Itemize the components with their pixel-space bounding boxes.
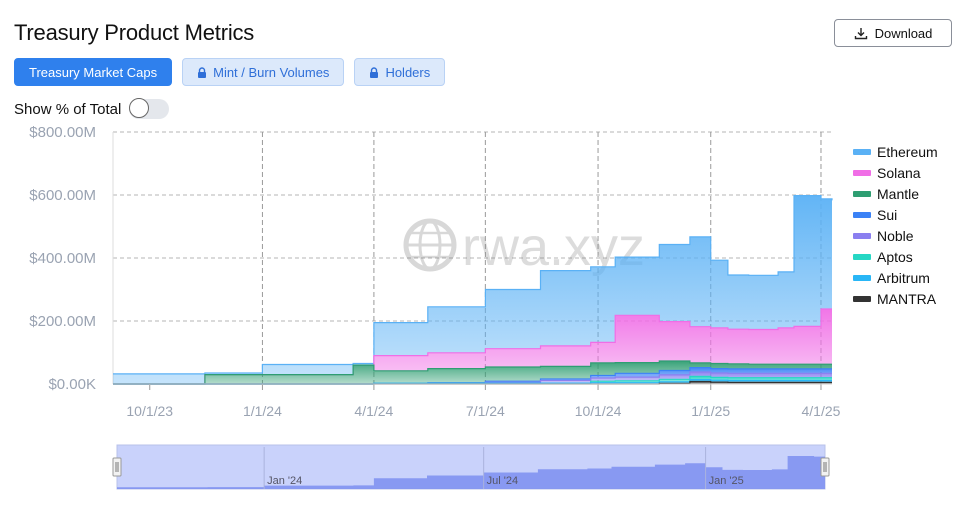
legend-item-noble[interactable]: Noble	[853, 225, 938, 246]
download-icon	[854, 27, 867, 39]
navigator-tick-label: Jan '24	[267, 475, 302, 487]
navigator-ticks: Jan '24 Jul '24 Jan '25	[263, 447, 744, 489]
watermark-text: rwa.xyz	[462, 217, 645, 277]
y-tick-label: $200.00M	[29, 313, 96, 330]
legend-swatch	[853, 295, 871, 302]
toggle-knob	[129, 98, 150, 118]
legend-swatch	[853, 190, 871, 197]
y-axis: $0.00K $200.00M $400.00M $600.00M $800.00M	[29, 124, 96, 393]
series-line-arbitrum	[113, 379, 832, 385]
legend-item-mantle[interactable]: Mantle	[853, 183, 938, 204]
chart-legend: Ethereum Solana Mantle Sui Noble Aptos Arbitru…	[853, 141, 938, 309]
legend-swatch	[853, 169, 871, 176]
legend-item-aptos[interactable]: Aptos	[853, 246, 938, 267]
series-area-mantle	[113, 361, 832, 384]
legend-item-ethereum[interactable]: Ethereum	[853, 141, 938, 162]
legend-swatch	[853, 211, 871, 218]
legend-label: MANTRA	[877, 290, 937, 307]
legend-label: Ethereum	[877, 143, 938, 160]
legend-label: Noble	[877, 227, 914, 244]
page-title: Treasury Product Metrics	[14, 20, 255, 45]
globe-meridian	[418, 219, 442, 271]
tab-treasury-market-caps[interactable]: Treasury Market Caps	[14, 58, 173, 86]
series-area-sui	[113, 367, 832, 384]
series-area-arbitrum	[113, 379, 832, 384]
y-tick-label: $800.00M	[29, 124, 96, 141]
y-tick-label: $400.00M	[29, 250, 96, 267]
legend-label: Mantle	[877, 185, 920, 202]
series-line-aptos	[113, 375, 832, 385]
series-area-solana	[113, 309, 832, 384]
navigator-window	[116, 444, 826, 490]
navigator-tick-label: Jul '24	[487, 475, 518, 487]
download-button[interactable]: Download	[834, 19, 952, 47]
x-tick-label: 10/1/23	[126, 403, 173, 419]
x-tick-label: 10/1/24	[575, 403, 622, 419]
globe-icon	[403, 218, 457, 272]
series-line-mantra	[113, 380, 832, 385]
y-tick-label: $600.00M	[29, 187, 96, 204]
navigator-handle-left[interactable]	[112, 457, 122, 477]
chart-grid	[112, 131, 832, 385]
show-percent-row: Show % of Total	[14, 98, 170, 119]
series-line-mantle	[113, 360, 832, 385]
legend-label: Solana	[877, 164, 921, 181]
series-line-noble	[113, 371, 832, 385]
legend-swatch	[853, 232, 871, 239]
legend-item-sui[interactable]: Sui	[853, 204, 938, 225]
tab-mint-burn-volumes[interactable]: Mint / Burn Volumes	[182, 58, 345, 86]
legend-label: Sui	[877, 206, 898, 223]
legend-swatch	[853, 274, 871, 281]
tab-label: Mint / Burn Volumes	[213, 64, 330, 80]
series-line-solana	[113, 308, 832, 385]
series-line-sui	[113, 367, 832, 385]
legend-swatch	[853, 253, 871, 260]
x-tick-label: 1/1/25	[691, 403, 730, 419]
legend-swatch	[853, 148, 871, 155]
legend-label: Arbitrum	[877, 269, 930, 286]
tab-holders[interactable]: Holders	[354, 58, 446, 86]
series-line-ethereum	[113, 195, 833, 375]
range-navigator: Jan '24 Jul '24 Jan '25	[112, 444, 830, 490]
legend-item-arbitrum[interactable]: Arbitrum	[853, 267, 938, 288]
tab-label: Treasury Market Caps	[29, 64, 158, 80]
legend-item-solana[interactable]: Solana	[853, 162, 938, 183]
lock-icon	[370, 66, 379, 78]
series-area-noble	[113, 372, 832, 384]
x-axis: 10/1/23 1/1/24 4/1/24 7/1/24 10/1/24 1/1/25 4/…	[113, 383, 841, 419]
x-tick-label: 4/1/25	[802, 403, 841, 419]
stacked-areas	[113, 195, 833, 385]
tab-label: Holders	[385, 64, 431, 80]
legend-label: Aptos	[877, 248, 913, 265]
navigator-area	[117, 456, 825, 489]
watermark: rwa.xyz	[403, 217, 645, 277]
metric-tabs: Treasury Market Caps Mint / Burn Volumes…	[14, 58, 446, 86]
navigator-tick-label: Jan '25	[709, 475, 744, 487]
download-label: Download	[874, 25, 933, 41]
x-tick-label: 4/1/24	[354, 403, 393, 419]
navigator-handle-right[interactable]	[820, 457, 830, 477]
legend-item-mantra[interactable]: MANTRA	[853, 288, 938, 309]
series-area-ethereum	[113, 195, 832, 384]
y-tick-label: $0.00K	[48, 376, 96, 393]
series-area-aptos	[113, 376, 832, 384]
lock-icon	[198, 66, 207, 78]
show-percent-toggle[interactable]	[129, 98, 170, 119]
series-area-mantra	[113, 381, 832, 384]
show-percent-label: Show % of Total	[14, 100, 122, 118]
x-tick-label: 1/1/24	[243, 403, 282, 419]
x-tick-label: 7/1/24	[466, 403, 505, 419]
